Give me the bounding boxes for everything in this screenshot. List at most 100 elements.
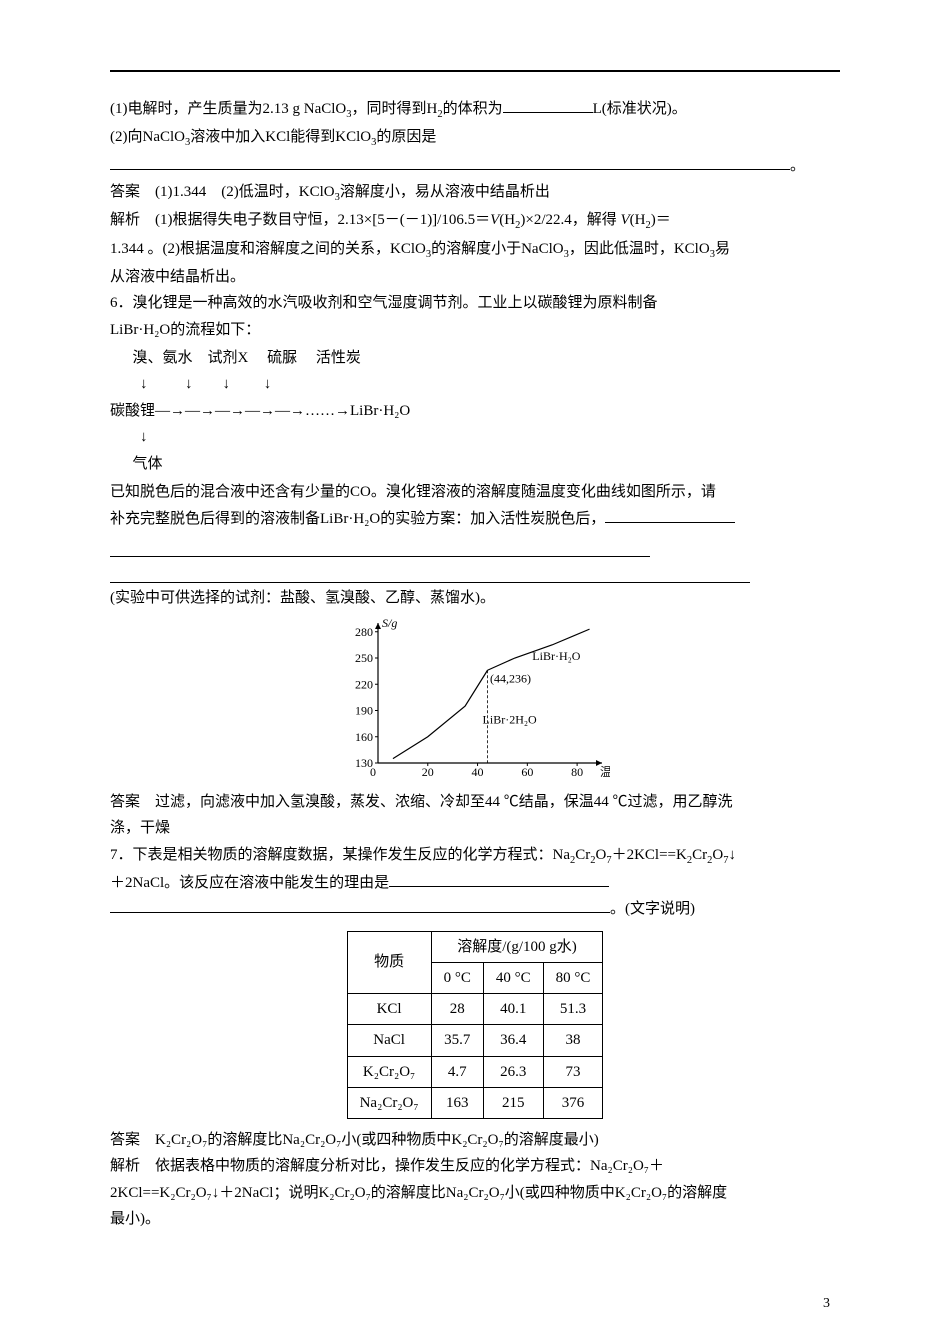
th-temp: 80 °C: [543, 962, 603, 993]
text: 易: [715, 241, 730, 257]
text: )＝: [651, 212, 671, 228]
text: Cr: [575, 847, 590, 863]
table-row: Na₂Cr₂O₇ 163 215 376: [347, 1087, 603, 1118]
q5-blank-line: 。: [110, 153, 840, 179]
flow-row-top: 溴、氨水 试剂X 硫脲 活性炭: [110, 347, 840, 370]
q5-line1: (1)电解时，产生质量为2.13 g NaClO3，同时得到H2的体积为L(标准…: [110, 96, 840, 124]
svg-text:20: 20: [422, 765, 434, 779]
blank: [110, 897, 610, 913]
svg-text:LiBr·2H₂O: LiBr·2H₂O: [483, 713, 538, 727]
svg-text:温度/℃: 温度/℃: [600, 764, 610, 779]
flow-row-gas: 气体: [110, 453, 840, 476]
solubility-chart: 130160190220250280020406080S/g温度/℃LiBr·2…: [340, 615, 610, 785]
q6-stem4: 补充完整脱色后得到的溶液制备LiBr·H₂O的实验方案：加入活性炭脱色后，: [110, 506, 840, 532]
page-number: 3: [823, 1292, 830, 1317]
cell: 163: [431, 1087, 483, 1118]
text: ＋2NaCl。该反应在溶液中能发生的理由是: [110, 875, 389, 891]
text: 的原因是: [376, 129, 436, 145]
svg-text:40: 40: [472, 765, 484, 779]
cell: 215: [483, 1087, 543, 1118]
cell: 40.1: [483, 994, 543, 1025]
text: (2)向NaClO: [110, 129, 185, 145]
text: ＋2KCl==K: [612, 847, 687, 863]
text: O: [712, 847, 723, 863]
blank-line: [110, 559, 750, 583]
cell: 36.4: [483, 1025, 543, 1056]
cell: 4.7: [431, 1056, 483, 1087]
cell: KCl: [347, 994, 431, 1025]
blank: [389, 871, 609, 887]
text: ，因此低温时，KClO: [569, 241, 710, 257]
q7-expl3: 最小)。: [110, 1206, 840, 1232]
svg-text:220: 220: [355, 677, 373, 691]
text: 溶解度小，易从溶液中结晶析出: [340, 184, 550, 200]
text: Cr: [692, 847, 707, 863]
text: (H: [630, 212, 646, 228]
svg-text:280: 280: [355, 625, 373, 639]
svg-text:80: 80: [571, 765, 583, 779]
svg-text:160: 160: [355, 730, 373, 744]
q7-expl2: 2KCl==K₂Cr₂O₇↓＋2NaCl；说明K₂Cr₂O₇的溶解度比Na₂Cr…: [110, 1180, 840, 1206]
th-temp: 40 °C: [483, 962, 543, 993]
cell: 73: [543, 1056, 603, 1087]
th-substance: 物质: [347, 931, 431, 994]
cell: 35.7: [431, 1025, 483, 1056]
q6-ans2: 涤，干燥: [110, 815, 840, 841]
cell: 26.3: [483, 1056, 543, 1087]
table-row: 物质 溶解度/(g/100 g水): [347, 931, 603, 962]
text: L(标准状况)。: [593, 101, 687, 117]
q6-stem3: 已知脱色后的混合液中还含有少量的CO。溴化锂溶液的溶解度随温度变化曲线如图所示，…: [110, 479, 840, 505]
flow-row-arrows: ↓ ↓ ↓ ↓: [110, 373, 840, 396]
text: 答案 (1)1.344 (2)低温时，KClO: [110, 184, 335, 200]
text: 。(文字说明): [610, 901, 695, 917]
cell: 376: [543, 1087, 603, 1118]
flow-row-main: 碳酸锂―→―→―→―→―→……→LiBr·H₂O: [110, 400, 840, 423]
blank-line: [110, 534, 650, 558]
table-row: KCl 28 40.1 51.3: [347, 994, 603, 1025]
q7-stem1: 7．下表是相关物质的溶解度数据，某操作发生反应的化学方程式：Na2Cr2O7＋2…: [110, 842, 840, 870]
cell: Na₂Cr₂O₇: [347, 1087, 431, 1118]
cell: NaCl: [347, 1025, 431, 1056]
cell: K₂Cr₂O₇: [347, 1056, 431, 1087]
var: V: [490, 212, 499, 228]
text: 解析 (1)根据得失电子数目守恒，2.13×[5－(－1)]/106.5＝: [110, 212, 490, 228]
text: 的体积为: [443, 101, 503, 117]
svg-text:LiBr·H₂O: LiBr·H₂O: [532, 649, 581, 663]
solubility-table: 物质 溶解度/(g/100 g水) 0 °C 40 °C 80 °C KCl 2…: [347, 931, 604, 1120]
svg-text:S/g: S/g: [382, 616, 397, 630]
svg-text:250: 250: [355, 651, 373, 665]
text: 补充完整脱色后得到的溶液制备LiBr·H₂O的实验方案：加入活性炭脱色后，: [110, 511, 605, 527]
svg-text:190: 190: [355, 704, 373, 718]
cell: 28: [431, 994, 483, 1025]
text: ↓: [728, 847, 736, 863]
text: )×2/22.4，解得: [520, 212, 620, 228]
text: 从溶液中结晶析出。: [110, 269, 245, 285]
q5-answer: 答案 (1)1.344 (2)低温时，KClO3溶解度小，易从溶液中结晶析出: [110, 179, 840, 207]
th-sol: 溶解度/(g/100 g水): [431, 931, 603, 962]
q7-expl1: 解析 依据表格中物质的溶解度分析对比，操作发生反应的化学方程式：Na₂Cr₂O₇…: [110, 1153, 840, 1179]
text: 7．下表是相关物质的溶解度数据，某操作发生反应的化学方程式：Na: [110, 847, 570, 863]
svg-text:0: 0: [370, 765, 376, 779]
blank: [605, 507, 735, 523]
q6-reagents: (实验中可供选择的试剂：盐酸、氢溴酸、乙醇、蒸馏水)。: [110, 585, 840, 611]
svg-text:60: 60: [521, 765, 533, 779]
q7-ans: 答案 K₂Cr₂O₇的溶解度比Na₂Cr₂O₇小(或四种物质中K₂Cr₂O₇的溶…: [110, 1127, 840, 1153]
flow-row-down: ↓: [110, 426, 840, 449]
th-temp: 0 °C: [431, 962, 483, 993]
table-row: K₂Cr₂O₇ 4.7 26.3 73: [347, 1056, 603, 1087]
top-rule: [110, 70, 840, 72]
text: 1.344 。(2)根据温度和溶解度之间的关系，KClO: [110, 241, 426, 257]
text: 的溶解度小于NaClO: [431, 241, 564, 257]
text: (H: [499, 212, 515, 228]
var: V: [620, 212, 629, 228]
q6-stem1: 6．溴化锂是一种高效的水汽吸收剂和空气湿度调节剂。工业上以碳酸锂为原料制备: [110, 290, 840, 316]
blank: [503, 97, 593, 113]
text: O: [596, 847, 607, 863]
q6-stem2: LiBr·H₂O的流程如下：: [110, 317, 840, 343]
cell: 38: [543, 1025, 603, 1056]
q7-blank-line: 。(文字说明): [110, 896, 840, 922]
table-row: NaCl 35.7 36.4 38: [347, 1025, 603, 1056]
q5-expl2: 1.344 。(2)根据温度和溶解度之间的关系，KClO3的溶解度小于NaClO…: [110, 236, 840, 264]
q5-line2: (2)向NaClO3溶液中加入KCl能得到KClO3的原因是: [110, 124, 840, 152]
chart-svg: 130160190220250280020406080S/g温度/℃LiBr·2…: [340, 615, 610, 785]
